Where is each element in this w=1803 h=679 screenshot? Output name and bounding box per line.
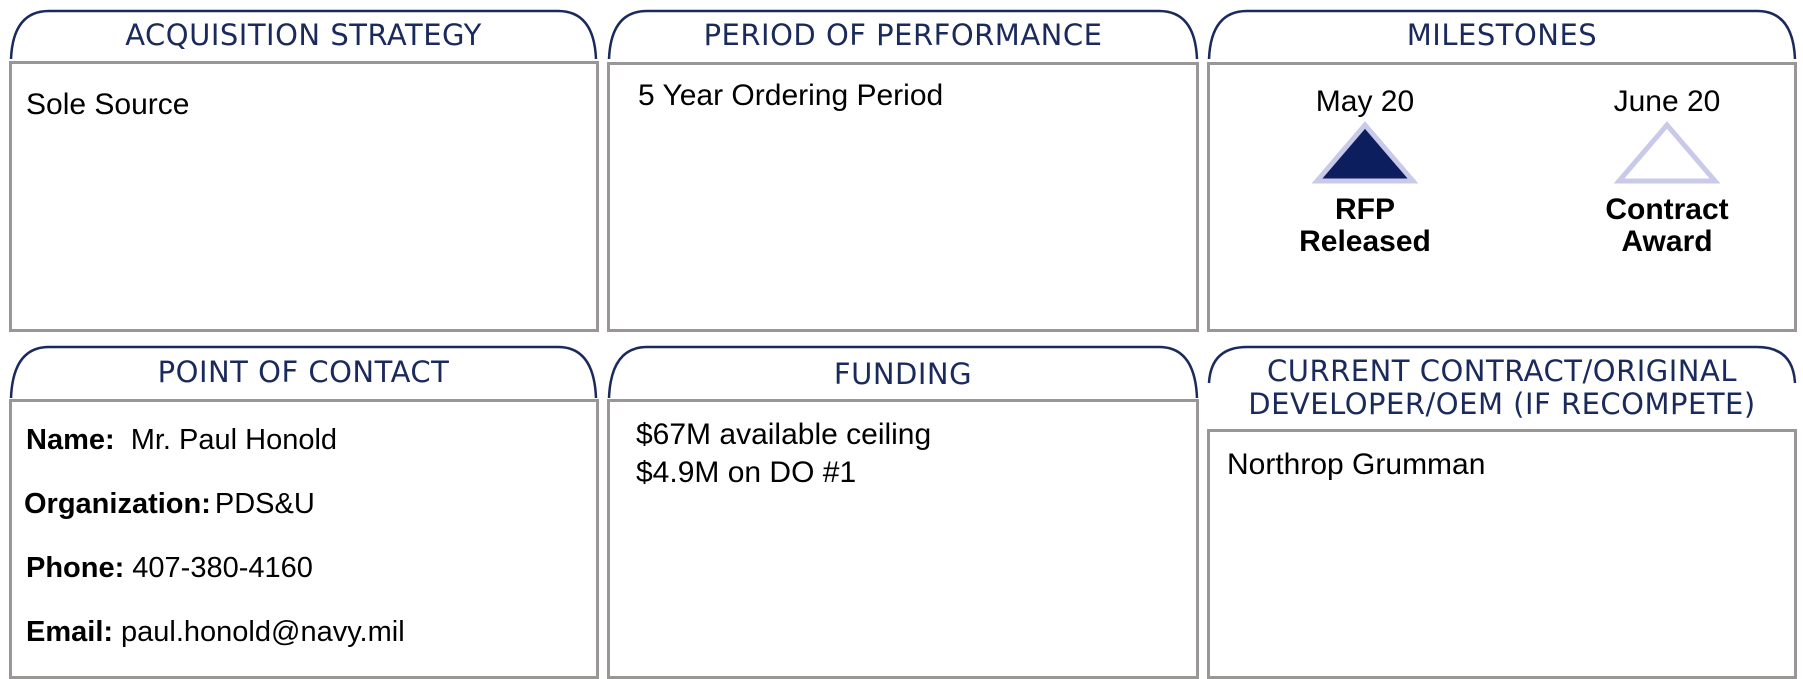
field-value: paul.honold@navy.mil	[121, 616, 405, 648]
header-tab	[1207, 9, 1797, 60]
milestone-date: June 20	[1613, 85, 1721, 118]
header-tab	[607, 345, 1199, 399]
milestone-icon	[1311, 121, 1419, 184]
milestone-label: RFP Released	[1299, 193, 1431, 258]
funding-lines: $67M available ceiling $4.9M on DO #1	[636, 416, 931, 492]
panel-header: FUNDING	[607, 345, 1199, 400]
panel-text: Northrop Grumman	[1227, 448, 1486, 481]
milestone: May 20 RFP Released	[1255, 85, 1475, 258]
field-label: Name:	[26, 424, 115, 456]
milestone-label: Contract Award	[1605, 193, 1729, 258]
contact-field: Email: paul.honold@navy.mil	[26, 616, 405, 649]
panel-title: POINT OF CONTACT	[157, 355, 450, 389]
contact-field: Phone: 407-380-4160	[26, 552, 313, 585]
milestone: June 20 Contract Award	[1557, 85, 1777, 258]
milestone-date: May 20	[1315, 85, 1415, 118]
contact-field: Organization: PDS&U	[24, 488, 315, 521]
panel-header: PERIOD OF PERFORMANCE	[607, 9, 1199, 61]
panel-title: FUNDING	[833, 357, 973, 391]
panel-header: POINT OF CONTACT	[9, 345, 598, 400]
panel-title: ACQUISITION STRATEGY	[125, 18, 482, 52]
panel-title: MILESTONES	[1406, 18, 1598, 52]
field-value: Mr. Paul Honold	[130, 424, 338, 456]
header-tab	[1207, 345, 1797, 384]
panel-box: $67M available ceiling $4.9M on DO #1	[607, 399, 1199, 679]
panel-title: CURRENT CONTRACT/ORIGINAL DEVELOPER/OEM …	[1248, 354, 1756, 421]
contact-field: Name: Mr. Paul Honold	[26, 424, 337, 457]
panel-text: 5 Year Ordering Period	[638, 79, 944, 112]
field-label: Email:	[26, 616, 114, 648]
page: ACQUISITION STRATEGY Sole Source PERIOD …	[9, 9, 1797, 679]
field-label: Phone:	[26, 552, 125, 584]
funding-line: $67M available ceiling	[636, 418, 932, 451]
header-tab	[9, 345, 598, 399]
funding-line: $4.9M on DO #1	[636, 456, 857, 489]
panel-header: CURRENT CONTRACT/ORIGINAL DEVELOPER/OEM …	[1207, 345, 1797, 430]
panel-box: Northrop Grumman	[1207, 429, 1797, 679]
panel-box: May 20 RFP Released June 20 Contract Awa…	[1207, 62, 1797, 332]
milestone-icon	[1613, 121, 1721, 184]
field-label: Organization:	[24, 488, 211, 520]
panel-box: Name: Mr. Paul Honold Organization: PDS&U…	[9, 399, 599, 679]
panel-box: 5 Year Ordering Period	[607, 62, 1199, 332]
panel-header: MILESTONES	[1207, 9, 1797, 61]
panel-title: PERIOD OF PERFORMANCE	[703, 18, 1103, 52]
field-value: 407-380-4160	[132, 552, 313, 584]
panel-box: Sole Source	[9, 61, 599, 332]
panel-text: Sole Source	[26, 88, 190, 121]
header-tab	[9, 9, 598, 60]
field-value: PDS&U	[214, 488, 315, 520]
panel-header: ACQUISITION STRATEGY	[9, 9, 598, 61]
header-tab	[607, 9, 1199, 60]
